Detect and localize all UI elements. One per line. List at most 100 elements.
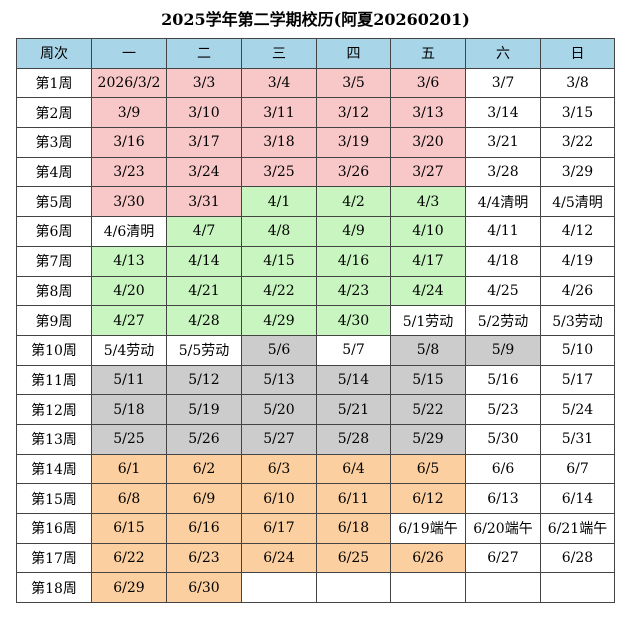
header-thu: 四 <box>316 38 391 69</box>
date-cell: 4/19 <box>540 245 615 277</box>
date-cell: 3/31 <box>166 186 242 218</box>
date-cell: 3/23 <box>91 156 167 188</box>
date-cell: 6/24 <box>241 542 317 574</box>
table-row: 第1周 2026/3/2 3/3 3/4 3/5 3/6 3/7 3/8 <box>16 67 615 99</box>
date-cell: 3/12 <box>316 97 391 129</box>
date-cell: 5/31 <box>540 423 615 455</box>
date-cell: 3/16 <box>91 127 167 158</box>
table-row: 第9周 4/27 4/28 4/29 4/30 5/1劳动 5/2劳动 5/3劳动 <box>16 305 615 336</box>
week-label: 第4周 <box>16 156 92 188</box>
date-cell: 5/9 <box>465 334 541 366</box>
date-cell: 3/9 <box>91 97 167 129</box>
date-cell: 4/28 <box>166 305 242 336</box>
week-label: 第5周 <box>16 186 92 218</box>
date-cell: 4/10 <box>390 216 466 247</box>
date-cell: 4/29 <box>241 305 317 336</box>
date-cell: 4/18 <box>465 245 541 277</box>
week-label: 第14周 <box>16 453 92 485</box>
date-cell: 3/26 <box>316 156 391 188</box>
week-label: 第1周 <box>16 67 92 99</box>
date-cell: 6/26 <box>390 542 466 574</box>
date-cell: 6/1 <box>91 453 167 485</box>
date-cell: 3/22 <box>540 127 615 158</box>
date-cell: 6/17 <box>241 513 317 544</box>
date-cell: 4/22 <box>241 275 317 307</box>
date-cell: 3/5 <box>316 67 391 99</box>
table-row: 第4周 3/23 3/24 3/25 3/26 3/27 3/28 3/29 <box>16 156 615 188</box>
date-cell: 5/25 <box>91 423 167 455</box>
date-cell: 5/18 <box>91 394 167 425</box>
date-cell: 4/17 <box>390 245 466 277</box>
date-cell: 5/24 <box>540 394 615 425</box>
date-cell: 3/15 <box>540 97 615 129</box>
date-cell: 6/8 <box>91 483 167 514</box>
date-cell: 3/17 <box>166 127 242 158</box>
week-label: 第9周 <box>16 305 92 336</box>
date-cell: 6/16 <box>166 513 242 544</box>
date-cell: 4/8 <box>241 216 317 247</box>
date-cell: 4/30 <box>316 305 391 336</box>
date-cell: 6/2 <box>166 453 242 485</box>
week-label: 第6周 <box>16 216 92 247</box>
date-cell: 4/12 <box>540 216 615 247</box>
date-cell: 3/27 <box>390 156 466 188</box>
date-cell: 5/19 <box>166 394 242 425</box>
date-cell: 4/1 <box>241 186 317 218</box>
date-cell: 3/6 <box>390 67 466 99</box>
week-label: 第13周 <box>16 423 92 455</box>
date-cell: 3/21 <box>465 127 541 158</box>
date-cell: 5/2劳动 <box>465 305 541 336</box>
school-calendar-table: 周次 一 二 三 四 五 六 日 第1周 2026/3/2 3/3 3/4 3/5 3/6… <box>16 38 615 604</box>
date-cell: 4/27 <box>91 305 167 336</box>
date-cell: 4/11 <box>465 216 541 247</box>
date-cell: 4/4清明 <box>465 186 541 218</box>
week-label: 第12周 <box>16 394 92 425</box>
date-cell: 3/19 <box>316 127 391 158</box>
date-cell: 3/7 <box>465 67 541 99</box>
date-cell: 6/13 <box>465 483 541 514</box>
date-cell <box>465 572 541 604</box>
date-cell: 5/23 <box>465 394 541 425</box>
date-cell: 5/10 <box>540 334 615 366</box>
date-cell: 5/21 <box>316 394 391 425</box>
week-label: 第15周 <box>16 483 92 514</box>
date-cell: 6/3 <box>241 453 317 485</box>
date-cell: 5/15 <box>390 364 466 396</box>
calendar-body: 第1周 2026/3/2 3/3 3/4 3/5 3/6 3/7 3/8 第2周 3/9 3/10 3… <box>16 67 615 604</box>
date-cell <box>241 572 317 604</box>
date-cell: 3/25 <box>241 156 317 188</box>
table-row: 第17周 6/22 6/23 6/24 6/25 6/26 6/27 6/28 <box>16 542 615 574</box>
date-cell: 3/11 <box>241 97 317 129</box>
date-cell: 3/14 <box>465 97 541 129</box>
date-cell: 4/7 <box>166 216 242 247</box>
week-label: 第10周 <box>16 334 92 366</box>
table-row: 第3周 3/16 3/17 3/18 3/19 3/20 3/21 3/22 <box>16 127 615 158</box>
table-row: 第5周 3/30 3/31 4/1 4/2 4/3 4/4清明 4/5清明 <box>16 186 615 218</box>
date-cell: 5/28 <box>316 423 391 455</box>
date-cell: 6/12 <box>390 483 466 514</box>
date-cell <box>540 572 615 604</box>
date-cell: 6/4 <box>316 453 391 485</box>
date-cell: 5/14 <box>316 364 391 396</box>
header-mon: 一 <box>91 38 167 69</box>
date-cell: 4/14 <box>166 245 242 277</box>
date-cell: 6/23 <box>166 542 242 574</box>
date-cell: 5/4劳动 <box>91 334 167 366</box>
date-cell: 5/22 <box>390 394 466 425</box>
date-cell: 5/5劳动 <box>166 334 242 366</box>
date-cell: 4/6清明 <box>91 216 167 247</box>
date-cell: 5/11 <box>91 364 167 396</box>
date-cell: 5/6 <box>241 334 317 366</box>
date-cell: 5/20 <box>241 394 317 425</box>
date-cell: 6/11 <box>316 483 391 514</box>
date-cell: 6/30 <box>166 572 242 604</box>
date-cell: 6/27 <box>465 542 541 574</box>
date-cell: 3/13 <box>390 97 466 129</box>
week-label: 第3周 <box>16 127 92 158</box>
date-cell: 4/25 <box>465 275 541 307</box>
table-row: 第13周 5/25 5/26 5/27 5/28 5/29 5/30 5/31 <box>16 423 615 455</box>
header-week: 周次 <box>16 38 92 69</box>
date-cell: 4/3 <box>390 186 466 218</box>
date-cell: 4/26 <box>540 275 615 307</box>
table-row: 第6周 4/6清明 4/7 4/8 4/9 4/10 4/11 4/12 <box>16 216 615 247</box>
